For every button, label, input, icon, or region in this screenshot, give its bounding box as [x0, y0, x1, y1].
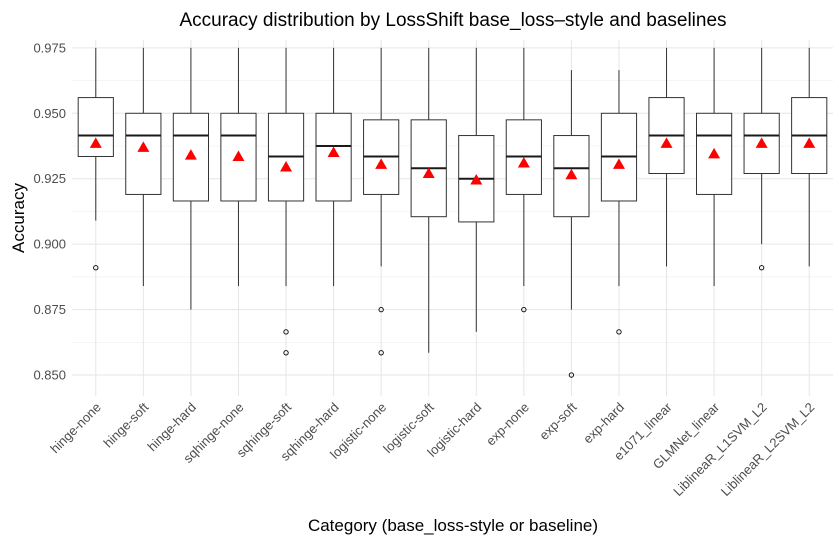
- mean-marker: [280, 160, 293, 172]
- box-sqhinge-none: [220, 47, 257, 287]
- iqr-box: [315, 112, 352, 202]
- box-logistic-none: [363, 47, 400, 356]
- box-LiblineaR_L2SVM_L2: [791, 47, 828, 267]
- outlier-point: [378, 306, 384, 313]
- x-tick-label: exp-none: [483, 400, 532, 449]
- outlier-point: [521, 306, 527, 313]
- mean-marker: [184, 149, 197, 160]
- y-tick-label: 0.950: [33, 106, 66, 121]
- mean-marker: [565, 168, 578, 180]
- box-GLMNet_linear: [695, 47, 733, 287]
- mean-marker: [612, 158, 625, 169]
- x-tick-label: LiblineaR_L2SVM_L2: [718, 400, 818, 500]
- x-tick-label: hinge-none: [47, 400, 104, 457]
- box-exp-soft: [553, 70, 590, 378]
- outlier-point: [378, 350, 384, 356]
- y-tick-label: 0.975: [33, 40, 66, 55]
- box-exp-none: [505, 47, 542, 313]
- box-LiblineaR_L1SVM_L2: [743, 47, 780, 271]
- box-e1071_linear: [648, 47, 685, 267]
- x-tick-label: exp-hard: [580, 400, 627, 447]
- mean-marker: [422, 167, 435, 178]
- boxes: [77, 47, 828, 378]
- outlier-point: [568, 372, 575, 378]
- mean-marker: [232, 150, 245, 161]
- mean-marker: [660, 137, 673, 148]
- iqr-box: [125, 112, 162, 195]
- chart-title: Accuracy distribution by LossShift base_…: [179, 10, 726, 31]
- mean-marker: [803, 137, 816, 148]
- y-axis-ticks: 0.850 0.875 0.900 0.925 0.950 0.975: [33, 40, 66, 382]
- x-tick-label: exp-soft: [536, 399, 580, 443]
- mean-marker: [470, 174, 483, 185]
- box-hinge-hard: [172, 47, 210, 310]
- box-logistic-hard: [458, 47, 495, 332]
- box-hinge-soft: [125, 47, 162, 287]
- mean-marker: [89, 137, 102, 148]
- outlier-point: [93, 265, 99, 271]
- box-logistic-soft: [410, 47, 447, 353]
- y-tick-label: 0.900: [33, 237, 66, 252]
- y-tick-label: 0.850: [33, 368, 66, 383]
- outlier-point: [759, 265, 765, 271]
- grid: [72, 40, 833, 396]
- mean-marker: [137, 141, 150, 152]
- mean-marker: [755, 137, 768, 148]
- mean-marker: [708, 147, 721, 159]
- outlier-point: [616, 329, 622, 335]
- mean-marker: [327, 146, 340, 158]
- box-exp-hard: [600, 70, 638, 335]
- x-axis-title: Category (base_loss-style or baseline): [308, 516, 598, 535]
- outlier-point: [283, 350, 289, 356]
- x-tick-label: LiblineaR_L1SVM_L2: [670, 400, 770, 500]
- y-tick-label: 0.875: [33, 302, 66, 317]
- outlier-point: [283, 329, 289, 335]
- mean-marker: [517, 157, 530, 168]
- mean-marker: [375, 158, 388, 169]
- box-sqhinge-soft: [267, 47, 305, 356]
- y-axis-title: Accuracy: [9, 183, 28, 253]
- y-tick-label: 0.925: [33, 171, 66, 186]
- x-axis-ticks: hinge-nonehinge-softhinge-hardsqhinge-no…: [47, 399, 817, 499]
- box-sqhinge-hard: [315, 47, 352, 287]
- box-hinge-none: [77, 47, 114, 271]
